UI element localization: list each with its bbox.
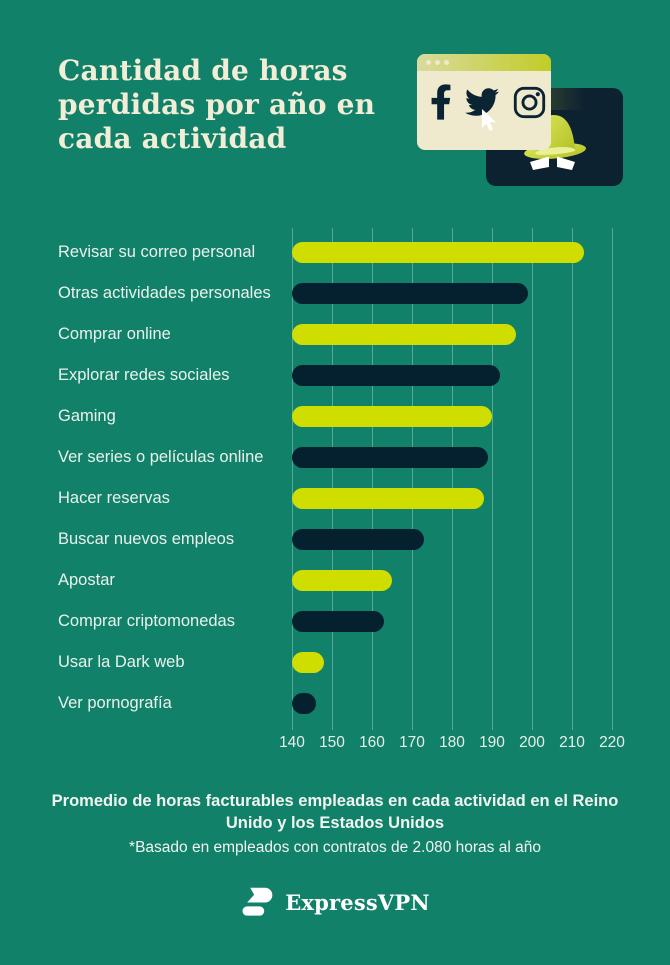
axis-tick-label: 140 bbox=[279, 734, 305, 751]
bar-label: Otras actividades personales bbox=[58, 284, 271, 302]
axis-tick-label: 220 bbox=[599, 734, 625, 751]
gridline bbox=[452, 228, 453, 730]
gridline bbox=[292, 228, 293, 730]
bar-label: Usar la Dark web bbox=[58, 653, 185, 671]
gridline bbox=[412, 228, 413, 730]
bar bbox=[292, 324, 516, 345]
axis-tick-label: 160 bbox=[359, 734, 385, 751]
twitter-icon bbox=[465, 88, 499, 116]
gridline bbox=[532, 228, 533, 730]
header-illustration bbox=[417, 54, 627, 190]
instagram-icon bbox=[513, 86, 546, 118]
axis-tick-label: 190 bbox=[479, 734, 505, 751]
brand-name: ExpressVPN bbox=[285, 889, 430, 915]
bar-label: Hacer reservas bbox=[58, 489, 170, 507]
bar bbox=[292, 693, 316, 714]
social-icons-row bbox=[417, 71, 551, 120]
axis-tick-label: 200 bbox=[519, 734, 545, 751]
axis-tick-label: 210 bbox=[559, 734, 585, 751]
browser-window bbox=[417, 54, 551, 150]
window-dot bbox=[444, 60, 449, 65]
expressvpn-icon bbox=[242, 887, 273, 916]
gridline bbox=[372, 228, 373, 730]
bar-label: Ver series o películas online bbox=[58, 448, 264, 466]
gridline bbox=[332, 228, 333, 730]
axis-tick-label: 180 bbox=[439, 734, 465, 751]
bar bbox=[292, 652, 324, 673]
gridline bbox=[492, 228, 493, 730]
bar bbox=[292, 365, 500, 386]
bar bbox=[292, 529, 424, 550]
caption-line-1: Promedio de horas facturables empleadas … bbox=[51, 792, 619, 832]
browser-titlebar bbox=[417, 54, 551, 71]
bar bbox=[292, 242, 584, 263]
bar bbox=[292, 611, 384, 632]
bar bbox=[292, 447, 488, 468]
bar bbox=[292, 488, 484, 509]
bar-label: Gaming bbox=[58, 407, 116, 425]
axis-tick-label: 170 bbox=[399, 734, 425, 751]
axis-tick-label: 150 bbox=[319, 734, 345, 751]
window-dot bbox=[435, 60, 440, 65]
caption-line-2: *Basado en empleados con contratos de 2.… bbox=[129, 839, 541, 856]
bar-label: Apostar bbox=[58, 571, 115, 589]
gridline bbox=[612, 228, 613, 730]
bar-label: Explorar redes sociales bbox=[58, 366, 230, 384]
facebook-icon bbox=[431, 84, 451, 120]
bar-label: Comprar online bbox=[58, 325, 171, 343]
page-title: Cantidad de horas perdidas por año en ca… bbox=[58, 54, 376, 155]
brand-logo: ExpressVPN bbox=[0, 882, 670, 922]
bar bbox=[292, 570, 392, 591]
bar-label: Buscar nuevos empleos bbox=[58, 530, 235, 548]
bar-label: Ver pornografía bbox=[58, 694, 172, 712]
gridline bbox=[572, 228, 573, 730]
window-dot bbox=[426, 60, 431, 65]
chart-caption: Promedio de horas facturables empleadas … bbox=[0, 790, 670, 858]
bar bbox=[292, 283, 528, 304]
bar bbox=[292, 406, 492, 427]
bar-label: Revisar su correo personal bbox=[58, 243, 256, 261]
bar-label: Comprar criptomonedas bbox=[58, 612, 235, 630]
cursor-icon bbox=[482, 109, 496, 131]
